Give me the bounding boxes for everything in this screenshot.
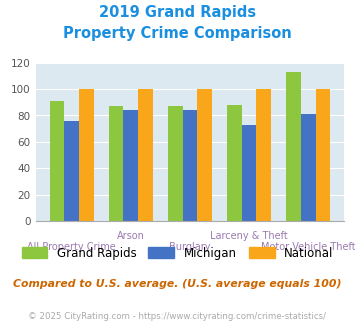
Text: Property Crime Comparison: Property Crime Comparison xyxy=(63,26,292,41)
Text: All Property Crime: All Property Crime xyxy=(27,242,116,252)
Bar xyxy=(79,89,94,221)
Bar xyxy=(301,114,316,221)
Bar xyxy=(109,106,124,221)
Bar xyxy=(286,72,301,221)
Legend: Grand Rapids, Michigan, National: Grand Rapids, Michigan, National xyxy=(17,242,338,264)
Text: 2019 Grand Rapids: 2019 Grand Rapids xyxy=(99,5,256,20)
Bar xyxy=(227,105,242,221)
Bar xyxy=(50,101,64,221)
Bar xyxy=(64,121,79,221)
Text: Arson: Arson xyxy=(117,231,145,241)
Bar xyxy=(242,125,256,221)
Bar xyxy=(316,89,330,221)
Bar xyxy=(197,89,212,221)
Bar xyxy=(138,89,153,221)
Text: Larceny & Theft: Larceny & Theft xyxy=(210,231,288,241)
Text: Burglary: Burglary xyxy=(169,242,211,252)
Text: Compared to U.S. average. (U.S. average equals 100): Compared to U.S. average. (U.S. average … xyxy=(13,279,342,289)
Text: © 2025 CityRating.com - https://www.cityrating.com/crime-statistics/: © 2025 CityRating.com - https://www.city… xyxy=(28,312,327,321)
Bar xyxy=(124,110,138,221)
Bar xyxy=(256,89,271,221)
Text: Motor Vehicle Theft: Motor Vehicle Theft xyxy=(261,242,355,252)
Bar xyxy=(168,106,182,221)
Bar xyxy=(182,110,197,221)
